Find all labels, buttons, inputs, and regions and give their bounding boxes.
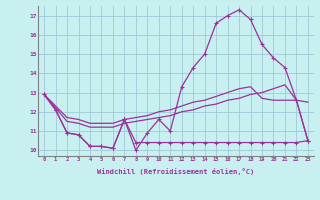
X-axis label: Windchill (Refroidissement éolien,°C): Windchill (Refroidissement éolien,°C) xyxy=(97,168,255,175)
